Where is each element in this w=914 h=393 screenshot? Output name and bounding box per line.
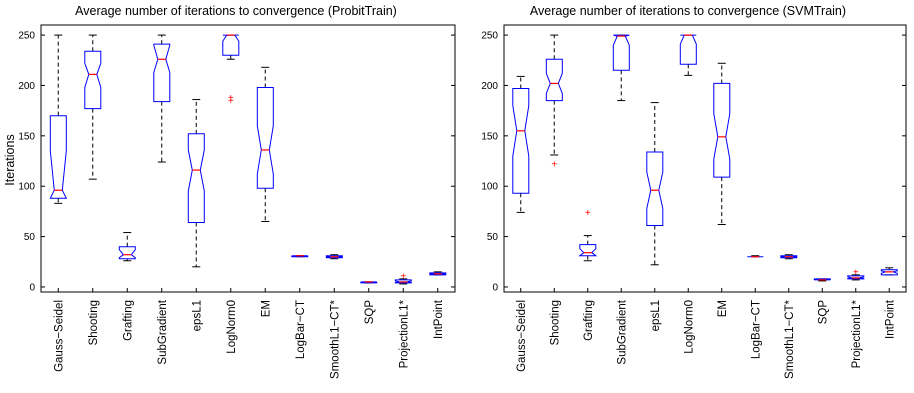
y-tick-label: 100 [481, 182, 498, 193]
box-plot-11 [429, 271, 447, 276]
box-plot-6 [256, 66, 274, 222]
box-plot-2 [118, 232, 136, 262]
plot-frame [40, 24, 456, 293]
x-tick-label: SmoothL1−CT* [329, 299, 341, 378]
box-plot-8 [780, 254, 798, 260]
box-plot-7 [747, 255, 764, 258]
box [360, 281, 378, 284]
y-axis-label: Iterations [3, 134, 17, 185]
y-tick-label: 250 [481, 31, 498, 42]
x-tick-label: ProjectionL1* [398, 299, 410, 368]
box-plot-10: + [847, 267, 865, 281]
box-plot-3 [153, 34, 171, 163]
chart-title: Average number of iterations to converge… [530, 4, 846, 18]
y-tick-label: 0 [29, 282, 35, 293]
box [325, 255, 343, 259]
y-tick-label: 0 [492, 282, 498, 293]
y-tick-label: 150 [481, 131, 498, 142]
outlier-marker: + [400, 271, 406, 282]
box [679, 34, 697, 65]
x-tick-label: LogNorm0 [683, 300, 695, 354]
box [813, 278, 831, 281]
box-plot-7 [291, 255, 309, 258]
box-plot-11 [880, 267, 898, 276]
box-plot-1: + [545, 34, 563, 171]
x-tick-label: Shooting [549, 300, 561, 345]
box [545, 58, 563, 102]
y-tick-label: 200 [481, 81, 498, 92]
box [118, 246, 136, 260]
box [291, 255, 309, 258]
x-tick-label: Gauss−Seidel [516, 300, 528, 372]
outlier-marker: + [228, 96, 234, 107]
box [880, 269, 898, 276]
outlier-marker: + [228, 93, 234, 104]
x-tick-label: SQP [817, 300, 829, 325]
x-tick-label: Grafting [122, 300, 134, 341]
box [646, 151, 664, 226]
box [153, 43, 171, 103]
outlier-marker: + [853, 267, 859, 278]
y-tick-label: 50 [487, 232, 499, 243]
box-plot-5: ++ [222, 34, 240, 107]
x-tick-label: IntPoint [884, 299, 896, 339]
outlier-marker: + [585, 208, 591, 219]
box-plot-9 [360, 281, 378, 284]
outlier-marker: + [551, 160, 557, 171]
box-plot-2: + [578, 208, 598, 262]
box [84, 50, 102, 110]
box [429, 272, 447, 276]
box-plot-8 [325, 254, 343, 260]
chart-panel-probittrain: Average number of iterations to converge… [3, 4, 456, 379]
box-plot-1 [84, 34, 102, 180]
box-plot-0 [512, 75, 530, 213]
x-tick-label: epsL1 [191, 300, 203, 331]
box [713, 82, 731, 178]
box [49, 115, 68, 199]
chart-title: Average number of iterations to converge… [75, 4, 397, 18]
box [187, 133, 205, 223]
x-tick-label: ProjectionL1* [851, 299, 863, 368]
x-tick-label: Gauss−Seidel [53, 300, 65, 372]
x-tick-label: SQP [364, 300, 376, 325]
box [780, 255, 798, 259]
y-tick-label: 100 [18, 182, 35, 193]
y-tick-label: 250 [18, 31, 35, 42]
x-tick-label: SubGradient [157, 299, 169, 364]
plot-frame [503, 24, 907, 293]
box [847, 275, 865, 280]
y-tick-label: 50 [24, 232, 36, 243]
box [512, 88, 530, 194]
box-plot-6 [713, 62, 731, 225]
x-tick-label: EM [717, 300, 729, 317]
box [578, 244, 598, 257]
x-tick-label: IntPoint [433, 299, 445, 339]
y-tick-label: 200 [18, 81, 35, 92]
box [222, 34, 240, 56]
chart-panel-svmtrain: Average number of iterations to converge… [481, 4, 907, 379]
box-plot-4 [187, 99, 205, 268]
x-tick-label: Shooting [88, 300, 100, 345]
x-tick-label: LogBar−CT [750, 300, 762, 359]
x-tick-label: epsL1 [650, 300, 662, 331]
x-tick-label: Grafting [583, 300, 595, 341]
box [612, 34, 630, 71]
box-plot-4 [646, 102, 664, 266]
x-tick-label: LogNorm0 [226, 300, 238, 354]
box-plot-5 [679, 34, 697, 76]
box [256, 87, 274, 189]
box-plot-9 [813, 278, 831, 282]
x-tick-label: SmoothL1−CT* [784, 299, 796, 378]
box-plot-0 [49, 34, 68, 204]
x-tick-label: SubGradient [616, 299, 628, 364]
x-tick-label: EM [260, 300, 272, 317]
box [394, 279, 412, 284]
box-plot-3 [612, 34, 630, 102]
box-plot-10: + [394, 271, 412, 285]
x-tick-label: LogBar−CT [295, 300, 307, 359]
y-tick-label: 150 [18, 131, 35, 142]
